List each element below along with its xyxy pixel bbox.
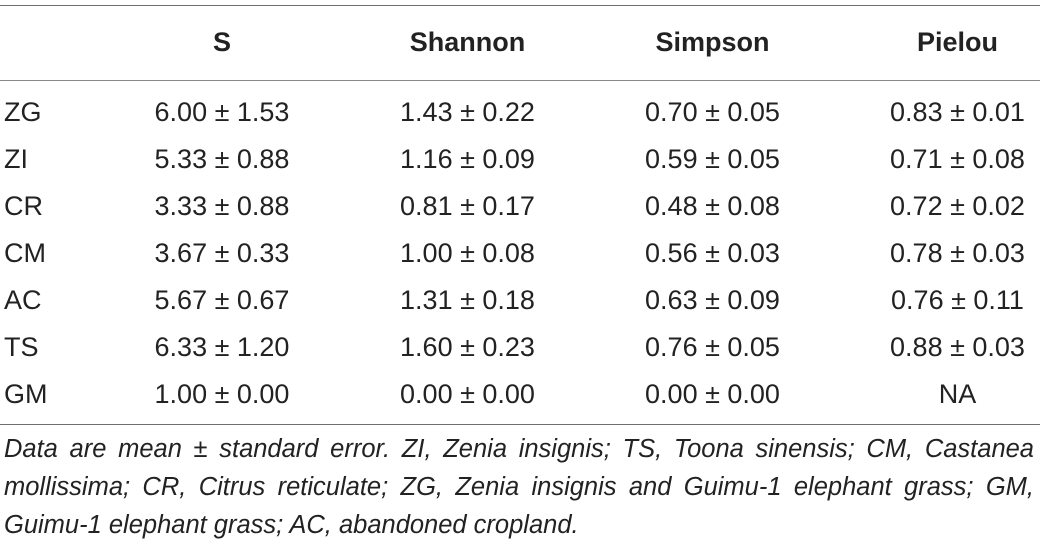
cell-simpson: 0.00 ± 0.00 xyxy=(645,379,780,409)
cell-shannon: 1.16 ± 0.09 xyxy=(400,144,535,174)
table-bottom-rule xyxy=(0,424,1040,425)
row-label: CM xyxy=(4,238,46,268)
cell-pielou: 0.72 ± 0.02 xyxy=(890,191,1025,221)
table-header-row: S Shannon Simpson Pielou xyxy=(0,24,1040,60)
cell-s: 5.33 ± 0.88 xyxy=(154,144,290,174)
cell-s: 6.33 ± 1.20 xyxy=(154,332,290,362)
cell-simpson: 0.48 ± 0.08 xyxy=(645,191,780,221)
cell-s: 3.33 ± 0.88 xyxy=(154,191,290,221)
cell-simpson: 0.56 ± 0.03 xyxy=(645,238,780,268)
table-row: AC 5.67 ± 0.67 1.31 ± 0.18 0.63 ± 0.09 0… xyxy=(0,278,1040,325)
cell-pielou: 0.78 ± 0.03 xyxy=(890,238,1025,268)
table-row: ZI 5.33 ± 0.88 1.16 ± 0.09 0.59 ± 0.05 0… xyxy=(0,137,1040,184)
table-body: ZG 6.00 ± 1.53 1.43 ± 0.22 0.70 ± 0.05 0… xyxy=(0,90,1040,419)
table-header-rule xyxy=(0,80,1040,81)
cell-s: 3.67 ± 0.33 xyxy=(154,238,290,268)
cell-s: 5.67 ± 0.67 xyxy=(154,285,290,315)
cell-simpson: 0.59 ± 0.05 xyxy=(645,144,780,174)
row-label: AC xyxy=(4,285,42,315)
cell-s: 6.00 ± 1.53 xyxy=(154,97,290,127)
cell-shannon: 1.43 ± 0.22 xyxy=(400,97,535,127)
column-header-shannon: Shannon xyxy=(409,27,526,57)
cell-shannon: 0.00 ± 0.00 xyxy=(400,379,535,409)
table-top-rule xyxy=(0,5,1040,6)
cell-shannon: 1.31 ± 0.18 xyxy=(400,285,535,315)
cell-pielou: NA xyxy=(938,379,977,409)
cell-simpson: 0.70 ± 0.05 xyxy=(645,97,780,127)
column-header-simpson: Simpson xyxy=(655,27,770,57)
cell-pielou: 0.71 ± 0.08 xyxy=(890,144,1025,174)
cell-pielou: 0.88 ± 0.03 xyxy=(890,332,1025,362)
cell-shannon: 1.60 ± 0.23 xyxy=(400,332,535,362)
cell-shannon: 0.81 ± 0.17 xyxy=(400,191,535,221)
row-label: TS xyxy=(4,332,39,362)
cell-shannon: 1.00 ± 0.08 xyxy=(400,238,535,268)
table-row: CM 3.67 ± 0.33 1.00 ± 0.08 0.56 ± 0.03 0… xyxy=(0,231,1040,278)
column-header-s: S xyxy=(212,27,231,57)
table-row: CR 3.33 ± 0.88 0.81 ± 0.17 0.48 ± 0.08 0… xyxy=(0,184,1040,231)
cell-simpson: 0.76 ± 0.05 xyxy=(645,332,780,362)
row-label: GM xyxy=(4,379,48,409)
table-row: GM 1.00 ± 0.00 0.00 ± 0.00 0.00 ± 0.00 N… xyxy=(0,372,1040,419)
row-label: ZG xyxy=(4,97,42,127)
table-row: ZG 6.00 ± 1.53 1.43 ± 0.22 0.70 ± 0.05 0… xyxy=(0,90,1040,137)
cell-pielou: 0.76 ± 0.11 xyxy=(891,285,1024,315)
table-footnote: Data are mean ± standard error. ZI, Zeni… xyxy=(4,435,1034,539)
cell-simpson: 0.63 ± 0.09 xyxy=(645,285,780,315)
cell-s: 1.00 ± 0.00 xyxy=(154,379,290,409)
table-row: TS 6.33 ± 1.20 1.60 ± 0.23 0.76 ± 0.05 0… xyxy=(0,325,1040,372)
column-header-pielou: Pielou xyxy=(916,27,998,57)
row-label: ZI xyxy=(4,144,28,174)
cell-pielou: 0.83 ± 0.01 xyxy=(890,97,1025,127)
row-label: CR xyxy=(4,191,43,221)
